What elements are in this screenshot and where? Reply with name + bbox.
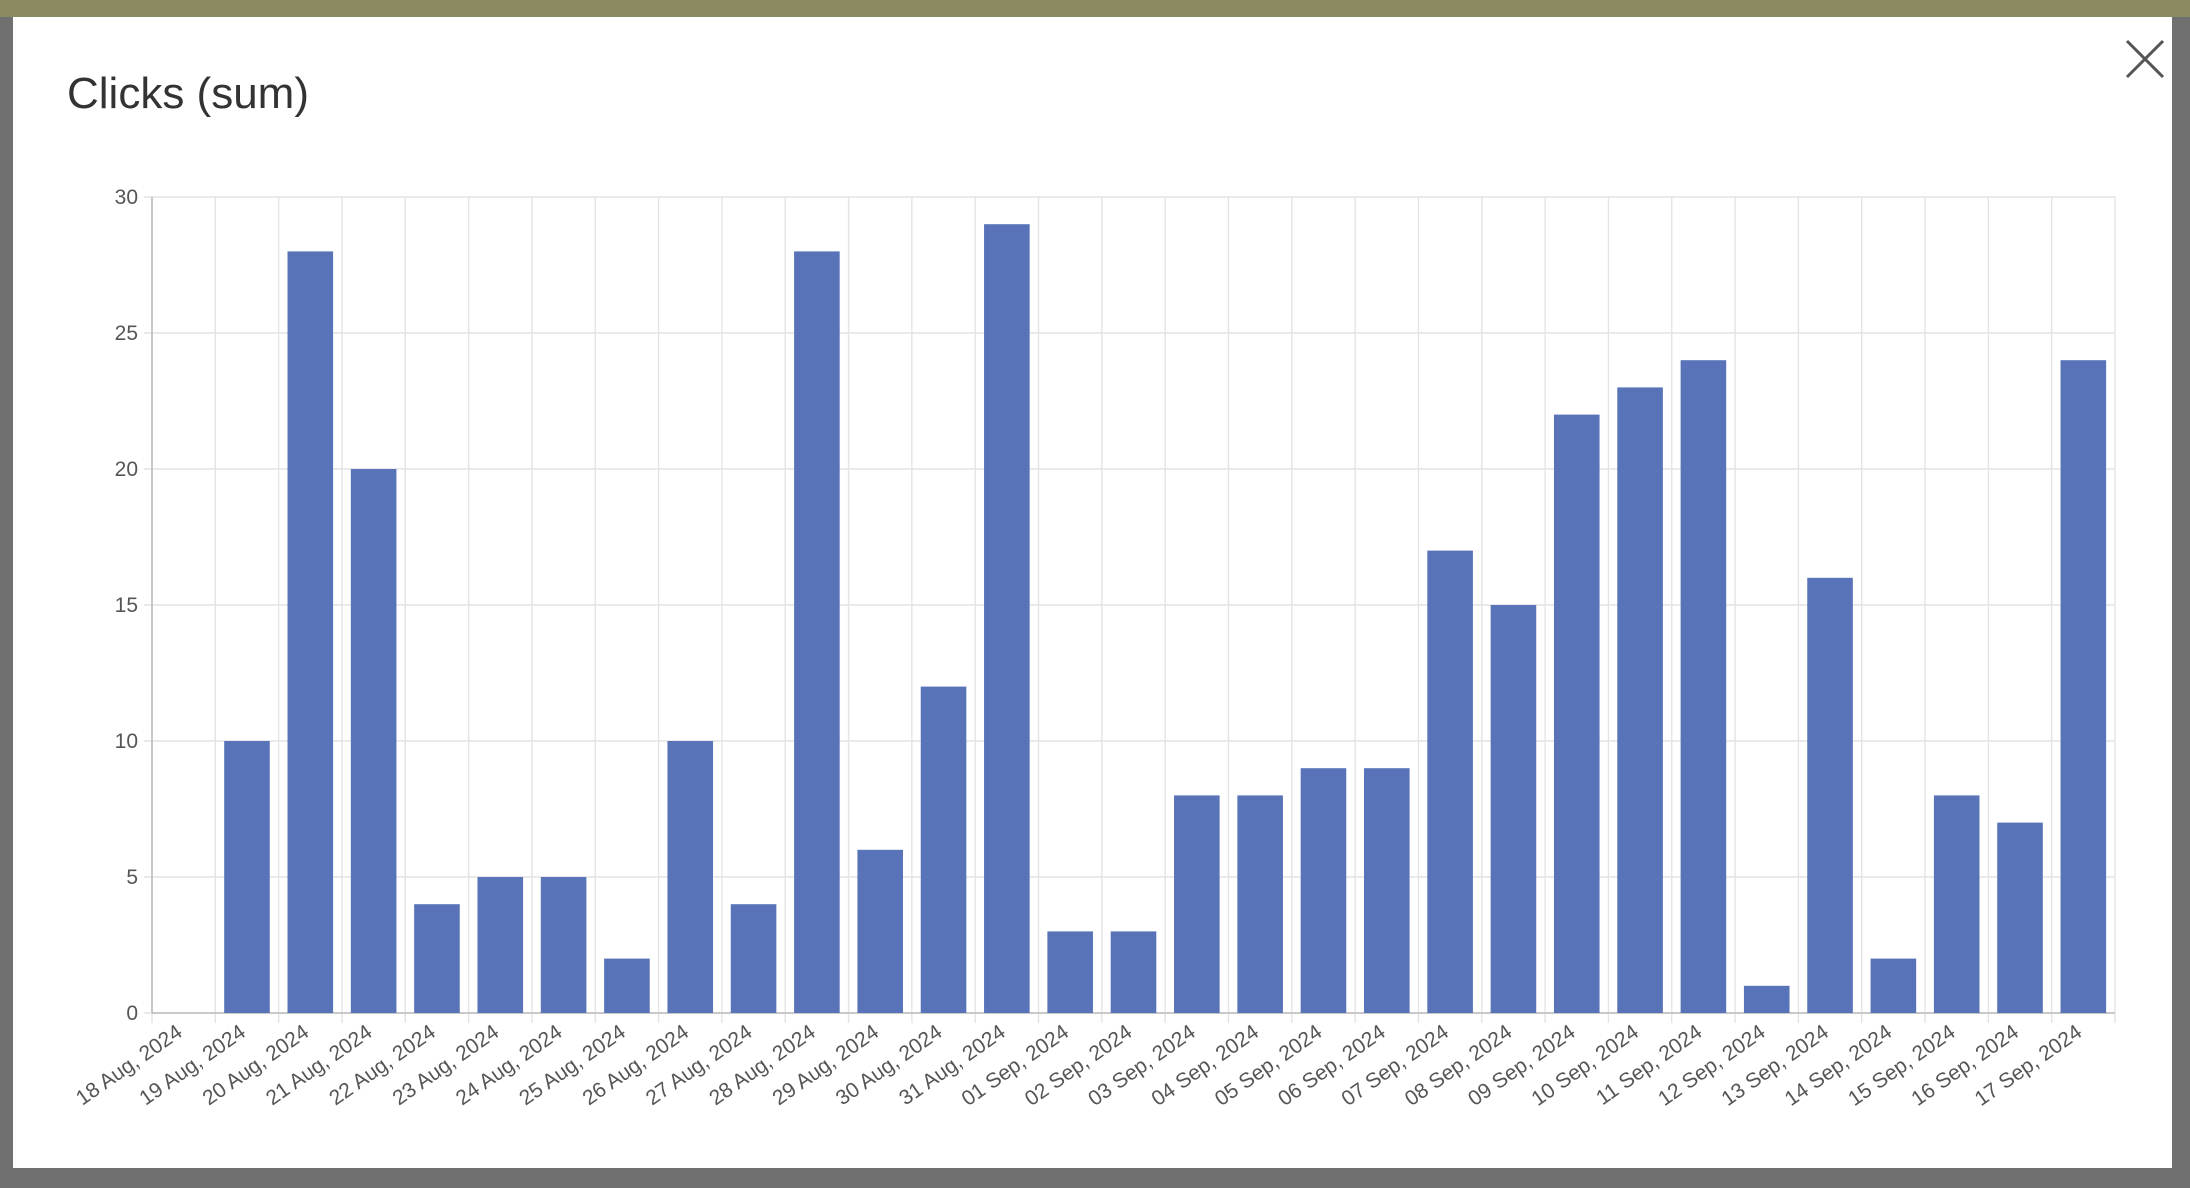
bar [1807, 577, 1853, 1013]
bar [1237, 795, 1283, 1013]
bar [1553, 414, 1600, 1014]
x-tick-label: 08 Sep, 2024 [1401, 1020, 1517, 1111]
x-tick-label: 25 Aug, 2024 [515, 1020, 630, 1110]
bar [1363, 768, 1410, 1013]
bar [540, 877, 587, 1013]
bar [1174, 795, 1220, 1013]
bar [857, 849, 904, 1013]
y-tick-label: 15 [115, 594, 138, 617]
x-tick-label: 05 Sep, 2024 [1211, 1020, 1327, 1111]
x-tick-label: 22 Aug, 2024 [325, 1020, 440, 1110]
bar [224, 741, 270, 1013]
bar [1490, 605, 1537, 1013]
x-tick-label: 09 Sep, 2024 [1464, 1020, 1580, 1111]
x-tick-label: 19 Aug, 2024 [135, 1020, 250, 1110]
chart-title: Clicks (sum) [67, 69, 309, 118]
x-tick-label: 27 Aug, 2024 [642, 1020, 757, 1110]
bar [2060, 360, 2107, 1013]
bar [667, 741, 714, 1013]
x-tick-label: 29 Aug, 2024 [768, 1020, 883, 1110]
bar [1300, 768, 1347, 1013]
close-button[interactable] [2117, 31, 2173, 87]
bar [730, 904, 777, 1013]
x-tick-label: 28 Aug, 2024 [705, 1020, 820, 1110]
x-tick-label: 10 Sep, 2024 [1527, 1020, 1643, 1111]
x-tick-label: 18 Aug, 2024 [72, 1020, 187, 1110]
bar [1933, 795, 1980, 1013]
x-tick-label: 04 Sep, 2024 [1147, 1020, 1263, 1111]
background-strip [0, 0, 2190, 17]
bar [1680, 360, 1727, 1013]
x-tick-label: 24 Aug, 2024 [452, 1020, 567, 1110]
bar [287, 251, 334, 1013]
y-tick-label: 20 [115, 458, 138, 481]
y-tick-label: 10 [115, 730, 138, 753]
x-tick-label: 06 Sep, 2024 [1274, 1020, 1390, 1111]
x-tick-label: 13 Sep, 2024 [1717, 1020, 1833, 1111]
bar [414, 904, 460, 1013]
x-tick-label: 23 Aug, 2024 [389, 1020, 504, 1110]
bar [1047, 931, 1093, 1013]
bar [1110, 931, 1157, 1013]
bar [1743, 985, 1790, 1013]
x-tick-label: 16 Sep, 2024 [1907, 1020, 2023, 1111]
x-tick-label: 20 Aug, 2024 [199, 1020, 314, 1110]
y-tick-label: 25 [115, 322, 138, 345]
bar [1870, 958, 1917, 1013]
bar [477, 877, 524, 1013]
y-tick-label: 5 [126, 866, 138, 889]
x-tick-label: 14 Sep, 2024 [1781, 1020, 1897, 1111]
bar [920, 686, 967, 1013]
x-tick-label: 30 Aug, 2024 [832, 1020, 947, 1110]
y-tick-label: 30 [115, 186, 138, 209]
modal: Clicks (sum) 0 5 10 15 20 25 30 18 Aug, 2024 19 … [13, 17, 2172, 1168]
x-tick-label: 07 Sep, 2024 [1337, 1020, 1453, 1111]
y-tick-label: 0 [126, 1002, 138, 1025]
x-tick-label: 26 Aug, 2024 [579, 1020, 694, 1110]
bar [984, 224, 1030, 1013]
x-tick-label: 15 Sep, 2024 [1844, 1020, 1960, 1111]
x-tick-label: 02 Sep, 2024 [1021, 1020, 1137, 1111]
bar [1617, 387, 1663, 1013]
x-tick-label: 17 Sep, 2024 [1971, 1020, 2087, 1111]
x-tick-label: 12 Sep, 2024 [1654, 1020, 1770, 1111]
bar [794, 251, 840, 1013]
bar [604, 958, 650, 1013]
x-tick-label: 21 Aug, 2024 [262, 1020, 377, 1110]
x-tick-label: 03 Sep, 2024 [1084, 1020, 1200, 1111]
bar [1427, 550, 1473, 1013]
x-tick-label: 31 Aug, 2024 [895, 1020, 1010, 1110]
bar [1997, 822, 2043, 1013]
bar [350, 469, 397, 1013]
x-tick-label: 01 Sep, 2024 [957, 1020, 1073, 1111]
